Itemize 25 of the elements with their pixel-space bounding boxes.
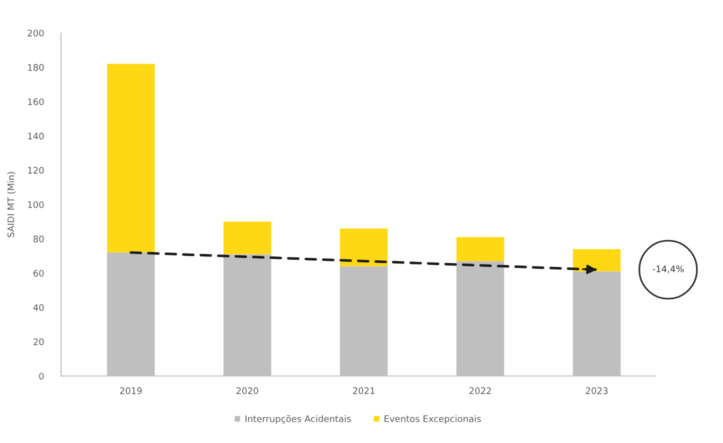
y-tick-label: 180 <box>28 64 44 71</box>
y-tick-label: 60 <box>33 270 44 277</box>
y-tick-label: 0 <box>39 372 44 380</box>
x-tick-label: 2021 <box>352 387 374 394</box>
legend-label: Eventos Excepcionais <box>384 415 481 424</box>
y-tick-label: 80 <box>33 236 44 242</box>
bar <box>223 222 272 254</box>
y-tick-label: 160 <box>28 98 44 106</box>
x-tick-label: 2019 <box>120 387 142 394</box>
bar <box>107 64 155 253</box>
y-tick-label: 120 <box>28 166 44 174</box>
bar <box>572 249 621 272</box>
legend-label: Interrupções Acidentais <box>246 414 351 424</box>
x-tick-label: 2020 <box>236 387 258 394</box>
y-tick-label: 40 <box>33 304 44 311</box>
y-tick-label: 100 <box>28 201 44 208</box>
bar <box>340 228 388 266</box>
x-tick-label: 2022 <box>469 387 491 394</box>
y-tick-label: 20 <box>34 338 44 346</box>
annotation: -14,4% <box>652 265 684 274</box>
x-tick-label: 2023 <box>586 387 608 394</box>
bar <box>456 237 504 262</box>
y-tick-label: 200 <box>28 30 44 37</box>
y-tick-label: 140 <box>28 132 44 140</box>
y-axis-title: SAIDI MT (Min) <box>7 172 16 238</box>
